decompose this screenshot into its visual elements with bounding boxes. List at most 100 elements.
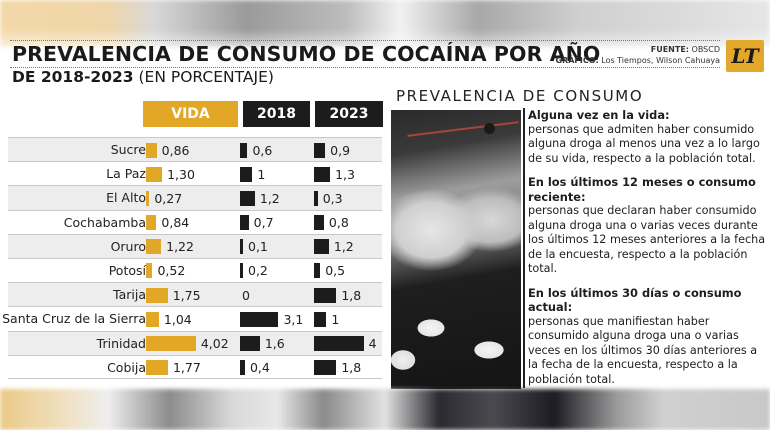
table-row: Sucre 0,86 0,6 0,9 (8, 137, 382, 162)
y2023-cell: 1,3 (314, 166, 355, 182)
city-name: Trinidad (96, 335, 146, 351)
y2018-bar (240, 190, 255, 206)
column-header-2023: 2023 (315, 101, 383, 127)
y2018-bar (240, 360, 245, 376)
table-row: Potosí 0,52 0,2 0,5 (8, 257, 382, 282)
y2018-value: 1 (257, 166, 266, 182)
vida-bar (146, 190, 150, 206)
y2023-bar (314, 190, 318, 206)
dotted-divider (10, 67, 720, 68)
y2018-cell: 0,7 (240, 215, 274, 231)
vida-cell: 1,30 (146, 166, 195, 182)
vida-cell: 0,84 (146, 215, 189, 231)
y2018-cell: 1,2 (240, 190, 280, 206)
los-tiempos-logo: LT (726, 40, 764, 72)
vida-bar (146, 263, 153, 279)
y2018-value: 0,2 (248, 263, 268, 279)
cocaine-photo (391, 110, 521, 389)
y2018-cell: 0 (240, 287, 250, 303)
prevalence-table: Sucre 0,86 0,6 0,9 La Paz 1,30 1 1,3 El Alto 0,… (2, 137, 382, 379)
y2023-cell: 0,8 (314, 215, 349, 231)
y2018-cell: 0,2 (240, 263, 268, 279)
infographic-header: PREVALENCIA DE CONSUMO DE COCAÍNA POR AÑ… (0, 38, 770, 98)
y2023-cell: 4 (314, 336, 377, 352)
definitions-title: PREVALENCIA DE CONSUMO (396, 87, 644, 105)
city-name: El Alto (106, 190, 146, 206)
y2023-value: 1 (331, 311, 340, 327)
city-name: Tarija (113, 287, 146, 303)
vida-bar (146, 336, 196, 351)
y2018-bar (240, 311, 279, 327)
y2023-bar (314, 360, 337, 376)
y2023-value: 1,3 (335, 166, 355, 182)
y2018-bar (240, 142, 248, 158)
dotted-divider (10, 40, 720, 41)
vida-bar (146, 142, 157, 158)
y2018-cell: 0,6 (240, 142, 272, 158)
bag-hole (484, 123, 495, 134)
vida-bar (146, 360, 168, 376)
definition-term: En los últimos 30 días o consumo actual: (528, 285, 742, 315)
definition-desc: personas que manifiestan haber consumido… (528, 314, 758, 386)
y2023-bar (314, 311, 327, 327)
y2018-value: 0,6 (252, 142, 273, 158)
city-name: Cochabamba (63, 214, 146, 230)
vida-value: 1,75 (172, 287, 201, 303)
y2018-value: 0 (242, 287, 250, 303)
vida-cell: 4,02 (146, 336, 229, 352)
table-row: Cobija 1,77 0,4 1,8 (8, 354, 382, 379)
vida-value: 0,27 (154, 190, 183, 206)
y2018-value: 3,1 (283, 311, 304, 327)
y2023-cell: 1,8 (314, 360, 361, 376)
source-label: FUENTE: (650, 45, 689, 54)
y2023-cell: 1,2 (314, 239, 354, 255)
vida-cell: 1,22 (146, 239, 194, 255)
table-row: Tarija 1,75 0 1,8 (8, 282, 382, 307)
vida-value: 0,86 (161, 142, 190, 158)
definition-item: En los últimos 30 días o consumo actual:… (528, 286, 768, 388)
y2023-bar (314, 239, 329, 255)
y2018-cell: 0,4 (240, 360, 270, 376)
y2018-cell: 1,6 (240, 336, 285, 352)
city-name: Potosí (108, 262, 146, 278)
y2023-value: 0,5 (325, 263, 346, 279)
vida-cell: 1,77 (146, 360, 201, 376)
column-header-2018: 2018 (243, 101, 310, 127)
vida-value: 0,84 (161, 215, 190, 231)
vida-value: 1,77 (172, 360, 201, 376)
vida-value: 1,04 (163, 311, 192, 327)
subtitle-years: DE 2018-2023 (12, 68, 134, 86)
table-row: Santa Cruz de la Sierra 1,04 3,1 1 (2, 306, 382, 330)
subtitle: DE 2018-2023 (EN PORCENTAJE) (12, 68, 274, 86)
city-name: Santa Cruz de la Sierra (2, 311, 146, 327)
y2018-bar (240, 166, 253, 182)
vida-cell: 1,75 (146, 287, 201, 303)
page-title: PREVALENCIA DE CONSUMO DE COCAÍNA POR AÑ… (12, 42, 601, 66)
definition-item: En los últimos 12 meses o consumo recien… (528, 175, 768, 277)
definition-desc: personas que declaran haber consumido al… (528, 204, 766, 275)
y2023-bar (314, 166, 331, 182)
vida-value: 1,30 (167, 166, 195, 182)
y2023-cell: 1 (314, 311, 339, 327)
vida-bar (146, 166, 163, 182)
blurred-background-bottom (0, 389, 770, 430)
y2018-value: 1,2 (259, 190, 280, 206)
y2018-cell: 3,1 (240, 311, 303, 327)
definition-item: Alguna vez en la vida: personas que admi… (528, 108, 768, 166)
y2023-value: 0,8 (328, 215, 349, 231)
definition-term: Alguna vez en la vida: (528, 108, 670, 122)
bag-seal (407, 121, 519, 137)
vida-bar (146, 287, 168, 303)
blurred-background-top (0, 0, 770, 47)
y2018-bar (240, 215, 249, 231)
y2018-value: 0,4 (249, 360, 270, 376)
column-header-vida: VIDA (143, 101, 238, 127)
y2023-cell: 0,5 (314, 263, 345, 279)
table-row: Oruro 1,22 0,1 1,2 (8, 233, 382, 258)
vida-cell: 1,04 (146, 311, 192, 327)
vida-bar (146, 239, 162, 255)
table-row: Cochabamba 0,84 0,7 0,8 (8, 209, 382, 234)
y2023-bar (314, 336, 364, 351)
y2023-cell: 1,8 (314, 287, 361, 303)
y2023-bar (314, 263, 321, 279)
